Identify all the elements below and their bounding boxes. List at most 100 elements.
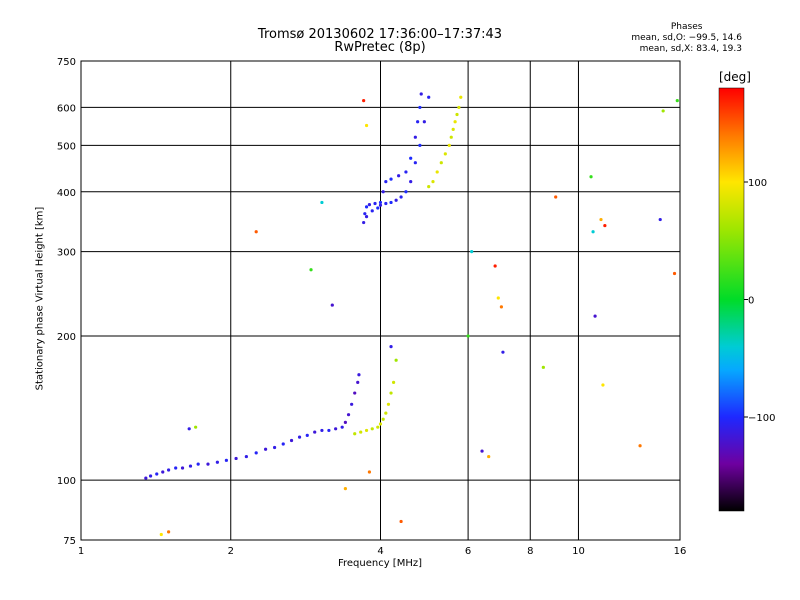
y-tick-label: 600	[57, 103, 76, 114]
data-point	[353, 391, 357, 395]
data-point	[313, 430, 317, 434]
data-point	[409, 156, 413, 160]
colorbar-label: [deg]	[719, 70, 751, 84]
data-point	[499, 305, 504, 309]
colorbar-tick-label: −100	[748, 413, 775, 424]
data-point	[297, 435, 302, 439]
data-point	[418, 143, 422, 147]
data-point	[155, 472, 159, 476]
data-point	[281, 442, 285, 446]
data-point	[234, 456, 238, 461]
data-point	[263, 447, 268, 451]
data-point	[309, 268, 313, 272]
data-point	[554, 195, 558, 199]
data-point	[416, 120, 420, 124]
data-point	[409, 180, 413, 184]
data-point	[305, 433, 309, 438]
data-point	[254, 451, 258, 455]
data-point	[350, 402, 354, 406]
data-point	[399, 519, 403, 524]
data-point	[591, 230, 595, 234]
data-point	[364, 205, 369, 209]
y-tick-label: 75	[63, 536, 76, 547]
data-point	[496, 296, 500, 300]
data-point	[384, 411, 388, 415]
data-point	[589, 175, 593, 179]
data-point	[384, 180, 388, 184]
data-point	[373, 201, 377, 206]
data-point	[391, 380, 396, 384]
x-tick-label: 16	[674, 546, 687, 557]
data-point	[451, 127, 455, 131]
data-point	[381, 417, 385, 421]
x-tick-label: 6	[465, 546, 471, 557]
data-point	[394, 198, 398, 202]
data-point	[378, 200, 383, 205]
data-point	[658, 217, 662, 222]
y-tick-label: 400	[57, 188, 76, 199]
data-point	[466, 334, 470, 338]
data-point	[501, 350, 505, 354]
data-point	[376, 425, 380, 429]
data-point	[346, 413, 351, 417]
data-point	[334, 427, 338, 431]
data-point	[206, 462, 210, 466]
data-point	[362, 98, 366, 103]
data-point	[320, 200, 324, 205]
data-point	[370, 427, 374, 431]
data-point	[370, 209, 374, 213]
colorbar	[718, 87, 745, 512]
phase-stats-x: mean, sd,X: 83.4, 19.3	[639, 44, 742, 54]
data-point	[343, 487, 347, 491]
data-point	[362, 220, 366, 225]
data-point	[455, 112, 459, 117]
x-axis-label: Frequency [MHz]	[337, 558, 423, 569]
x-tick-label: 8	[527, 546, 533, 557]
data-point	[244, 454, 248, 459]
data-point	[180, 466, 185, 470]
data-point	[389, 177, 393, 181]
x-tick-label: 10	[572, 546, 585, 557]
chart-title: Tromsø 20130602 17:36:00–17:37:43	[257, 27, 503, 42]
data-point	[384, 201, 388, 206]
data-point	[449, 135, 453, 139]
data-point	[480, 449, 484, 453]
data-point	[254, 230, 258, 234]
data-point	[459, 95, 463, 99]
data-point	[320, 428, 324, 433]
data-point	[148, 474, 153, 478]
data-point	[675, 98, 679, 103]
data-point	[188, 464, 193, 468]
data-point	[661, 109, 665, 113]
chart-subtitle: RwPretec (8p)	[334, 40, 426, 55]
y-tick-label: 100	[57, 476, 76, 487]
data-point	[376, 206, 380, 210]
data-point	[224, 458, 228, 462]
data-point	[413, 135, 417, 139]
data-point	[601, 383, 605, 387]
data-point	[397, 174, 401, 178]
data-point	[161, 470, 165, 474]
y-tick-label: 300	[57, 248, 76, 259]
data-point	[378, 203, 383, 207]
data-point	[453, 120, 457, 124]
data-point	[443, 152, 447, 156]
data-point	[431, 180, 435, 184]
data-point	[427, 95, 431, 99]
data-point	[166, 468, 171, 472]
data-point	[289, 438, 294, 443]
data-point	[330, 303, 334, 307]
x-tick-label: 4	[377, 546, 383, 557]
data-point	[272, 445, 277, 450]
data-point	[359, 430, 363, 434]
data-point	[439, 161, 443, 165]
data-point	[340, 425, 344, 429]
phase-stats-heading: Phases	[670, 22, 703, 32]
data-point	[327, 428, 331, 433]
data-point	[364, 428, 369, 433]
data-point	[638, 444, 642, 448]
data-point	[343, 420, 347, 424]
data-point	[187, 427, 191, 431]
data-point	[399, 195, 403, 199]
